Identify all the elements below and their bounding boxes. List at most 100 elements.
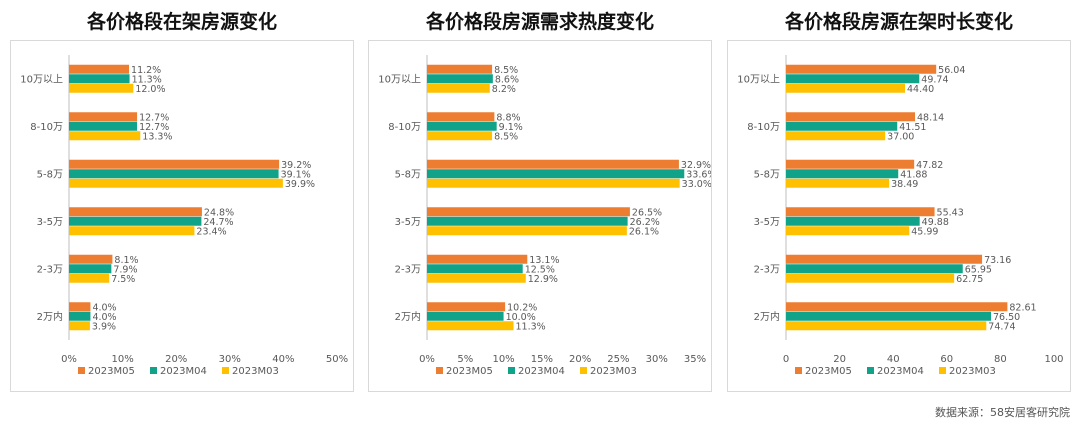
bar: [69, 169, 279, 179]
data-label: 37.00: [887, 131, 914, 142]
data-label: 26.5%: [632, 207, 662, 218]
data-label: 3.9%: [92, 321, 116, 332]
data-label: 62.75: [956, 274, 983, 285]
bar: [69, 74, 130, 84]
bar: [786, 159, 915, 169]
category-label: 2万内: [395, 310, 421, 323]
x-tick-label: 15%: [531, 354, 553, 365]
bar: [427, 83, 490, 93]
data-label: 11.3%: [132, 74, 162, 85]
x-tick-label: 50%: [326, 354, 348, 365]
x-tick-label: 20: [833, 354, 846, 365]
legend-label: 2023M03: [590, 366, 637, 377]
legend-swatch: [436, 367, 443, 374]
bar: [786, 112, 916, 122]
bar: [427, 264, 523, 274]
legend-swatch: [867, 367, 874, 374]
bar: [69, 273, 110, 283]
bar: [427, 131, 493, 141]
bar: [427, 302, 506, 312]
x-tick-label: 10%: [111, 354, 133, 365]
legend-swatch: [939, 367, 946, 374]
data-label: 33.6%: [686, 169, 711, 180]
data-label: 74.74: [988, 321, 1015, 332]
category-label: 10万以上: [737, 73, 780, 85]
x-tick-label: 20%: [165, 354, 187, 365]
bar: [427, 311, 504, 321]
bar: [427, 74, 493, 84]
chart-panel-1: 10万以上 11.2% 11.3% 12.0% 8-10万 12.7% 12.7% 13.3%…: [10, 40, 354, 392]
bar: [69, 83, 134, 93]
legend-swatch: [222, 367, 229, 374]
data-label: 32.9%: [681, 160, 711, 171]
data-label: 49.88: [922, 217, 949, 228]
data-label: 11.3%: [516, 321, 546, 332]
data-label: 10.0%: [506, 312, 536, 323]
data-label: 4.0%: [92, 302, 116, 313]
category-label: 3-5万: [37, 217, 63, 228]
x-tick-label: 10%: [492, 354, 514, 365]
legend-swatch: [150, 367, 157, 374]
bar: [786, 121, 898, 131]
data-label: 12.9%: [528, 274, 558, 285]
bar: [69, 207, 202, 217]
bar: [427, 226, 627, 236]
x-tick-label: 40: [887, 354, 900, 365]
legend-label: 2023M05: [805, 366, 852, 377]
x-tick-label: 20%: [569, 354, 591, 365]
bar: [427, 216, 628, 226]
category-label: 5-8万: [395, 169, 421, 180]
category-label: 2-3万: [754, 264, 780, 275]
x-tick-label: 0: [783, 354, 789, 365]
data-label: 73.16: [984, 255, 1011, 266]
data-label: 39.2%: [281, 160, 311, 171]
bar: [786, 64, 937, 74]
bar: [786, 273, 955, 283]
data-label: 38.49: [891, 179, 918, 190]
data-label: 39.9%: [285, 179, 315, 190]
x-tick-label: 100: [1044, 354, 1063, 365]
bar: [69, 302, 91, 312]
bar: [69, 64, 130, 74]
bar: [69, 311, 91, 321]
data-label: 12.7%: [139, 122, 169, 133]
bar: [69, 121, 138, 131]
data-label: 41.88: [900, 169, 927, 180]
bar: [69, 112, 138, 122]
x-tick-label: 30%: [646, 354, 668, 365]
category-label: 8-10万: [30, 122, 63, 133]
data-label: 13.1%: [529, 255, 559, 266]
bar: [427, 254, 528, 264]
bar: [786, 264, 963, 274]
chart-panel-3: 10万以上 56.04 49.74 44.40 8-10万 48.14 41.51 37.00…: [727, 40, 1071, 392]
data-label: 12.0%: [135, 84, 165, 95]
bar: [427, 64, 493, 74]
data-label: 13.3%: [142, 131, 172, 142]
category-label: 5-8万: [37, 169, 63, 180]
data-label: 8.8%: [496, 112, 520, 123]
bar: [786, 311, 992, 321]
source-note: 数据来源：58安居客研究院: [935, 406, 1070, 419]
x-tick-label: 25%: [607, 354, 629, 365]
x-tick-label: 80: [994, 354, 1007, 365]
category-label: 3-5万: [395, 217, 421, 228]
legend-swatch: [795, 367, 802, 374]
data-label: 47.82: [916, 160, 943, 171]
data-label: 33.0%: [682, 179, 711, 190]
category-label: 10万以上: [378, 73, 421, 85]
legend-swatch: [508, 367, 515, 374]
category-label: 5-8万: [754, 169, 780, 180]
data-label: 9.1%: [499, 122, 523, 133]
data-label: 23.4%: [196, 226, 226, 237]
chart-title-3: 各价格段房源在架时长变化: [784, 11, 1013, 33]
data-label: 10.2%: [507, 302, 537, 313]
chart-title-2: 各价格段房源需求热度变化: [425, 11, 654, 33]
bar: [69, 178, 283, 188]
legend-label: 2023M04: [877, 366, 924, 377]
data-label: 44.40: [907, 84, 934, 95]
category-label: 2万内: [37, 310, 63, 323]
bar: [427, 207, 630, 217]
data-label: 8.1%: [114, 255, 138, 266]
category-label: 3-5万: [754, 217, 780, 228]
bar: [427, 169, 685, 179]
